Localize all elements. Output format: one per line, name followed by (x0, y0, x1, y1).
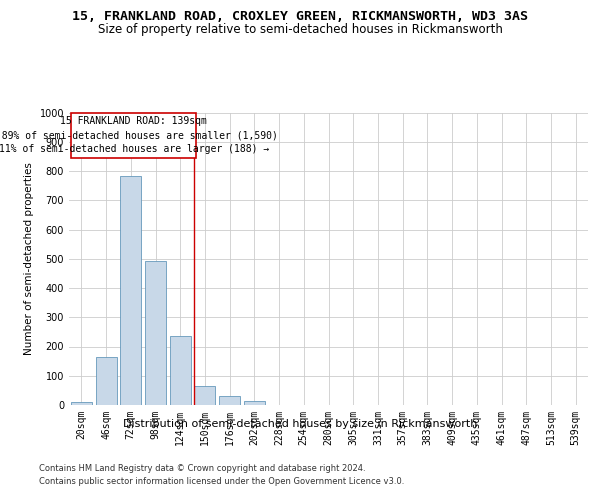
Bar (95, 358, 116, 405)
Text: Distribution of semi-detached houses by size in Rickmansworth: Distribution of semi-detached houses by … (123, 419, 477, 429)
Text: Contains HM Land Registry data © Crown copyright and database right 2024.: Contains HM Land Registry data © Crown c… (39, 464, 365, 473)
Bar (194, 386, 215, 405)
Bar (219, 396, 240, 405)
FancyBboxPatch shape (71, 112, 196, 158)
Y-axis label: Number of semi-detached properties: Number of semi-detached properties (24, 162, 34, 355)
Text: 15, FRANKLAND ROAD, CROXLEY GREEN, RICKMANSWORTH, WD3 3AS: 15, FRANKLAND ROAD, CROXLEY GREEN, RICKM… (72, 10, 528, 23)
Text: Size of property relative to semi-detached houses in Rickmansworth: Size of property relative to semi-detach… (98, 24, 502, 36)
Text: Contains public sector information licensed under the Open Government Licence v3: Contains public sector information licen… (39, 477, 404, 486)
Bar (71, 402, 92, 405)
Bar (145, 261, 166, 405)
Bar (244, 401, 265, 405)
Text: 15 FRANKLAND ROAD: 139sqm
← 89% of semi-detached houses are smaller (1,590)
11% : 15 FRANKLAND ROAD: 139sqm ← 89% of semi-… (0, 116, 278, 154)
Bar (170, 336, 191, 405)
Bar (120, 176, 141, 405)
